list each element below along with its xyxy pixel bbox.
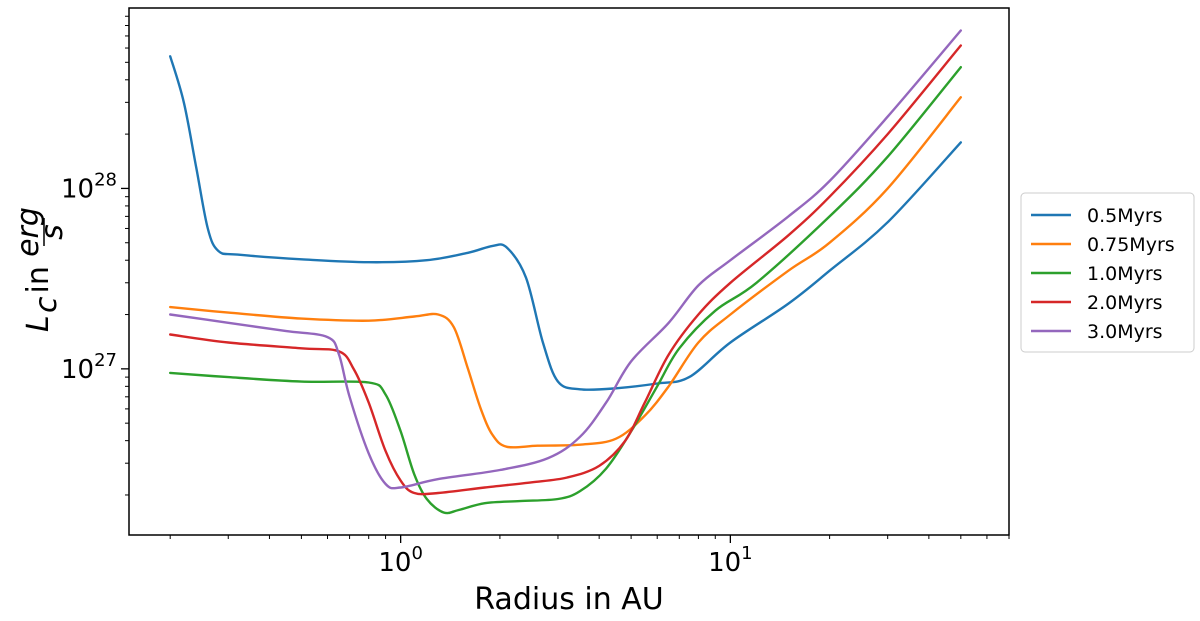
legend-box (1020, 192, 1195, 353)
series-line-1 (169, 55, 962, 391)
x-axis-title: Radius in AU (474, 582, 664, 617)
legend-label-3: 1.0Myrs (1087, 263, 1163, 285)
series-lines (169, 29, 962, 515)
legend-label-5: 3.0Myrs (1087, 321, 1163, 343)
x-tick-label: 101 (708, 543, 753, 578)
y-tick-label: 1027 (61, 350, 117, 385)
axes: 100 101 1027 1028 (61, 15, 1010, 578)
legend-label-1: 0.5Myrs (1087, 205, 1163, 227)
y-axis-title-fraction-numerator: erg (11, 207, 46, 257)
series-line-3 (169, 66, 962, 515)
y-axis-title-subscript: c (29, 296, 64, 313)
series-line-2 (169, 96, 962, 449)
series-line-4 (169, 44, 962, 496)
series-line-5 (169, 29, 962, 490)
x-tick-label: 100 (378, 543, 423, 578)
y-tick-label: 1028 (61, 169, 117, 204)
y-axis-title-symbol: L (21, 315, 56, 332)
y-axis-title: L c in erg s (11, 207, 70, 332)
legend: 0.5Myrs 0.75Myrs 1.0Myrs 2.0Myrs 3.0Myrs (1020, 192, 1195, 353)
y-axis-title-fraction-denominator: s (35, 224, 70, 240)
legend-label-4: 2.0Myrs (1087, 292, 1163, 314)
y-axis-title-in: in (21, 257, 56, 303)
plot-frame (128, 7, 1010, 536)
legend-label-2: 0.75Myrs (1087, 234, 1175, 256)
